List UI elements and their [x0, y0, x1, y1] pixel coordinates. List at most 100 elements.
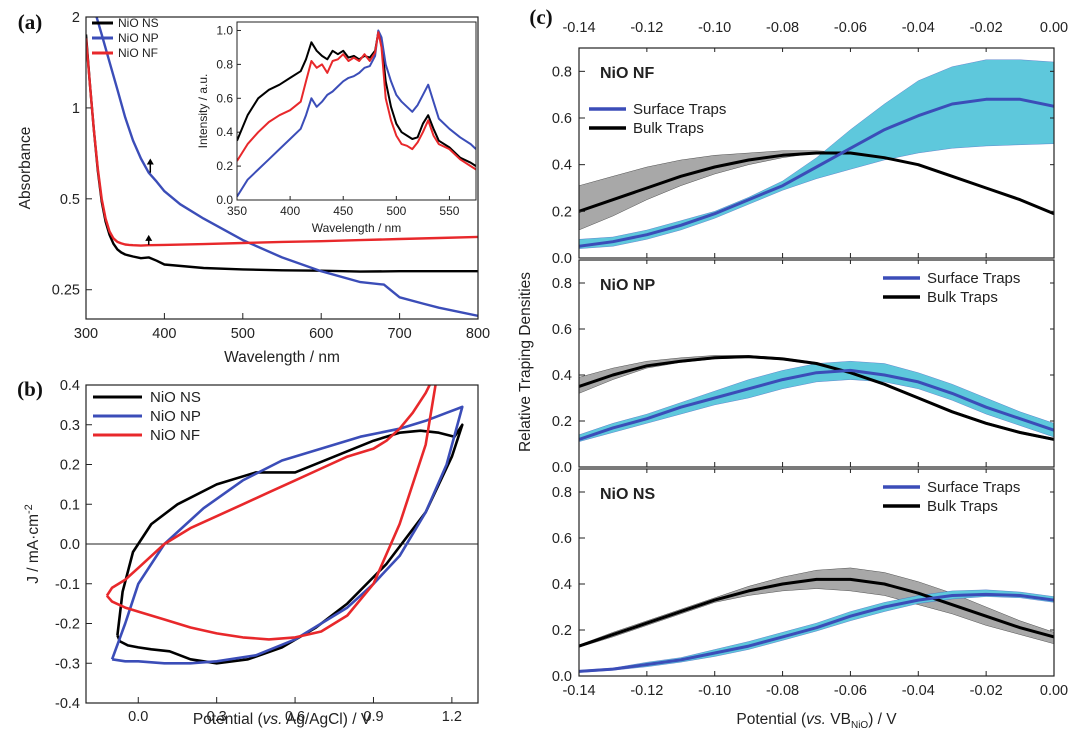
- x-tick-label: -0.08: [766, 683, 799, 699]
- y-axis-title: J / mA·cm-2: [23, 504, 42, 584]
- inset-series-line-nio-ns: [237, 31, 476, 167]
- x-tick-label-top: -0.08: [766, 20, 799, 36]
- y-tick-label: 0.8: [552, 64, 572, 80]
- y-tick-label: 0.5: [60, 192, 80, 208]
- legend-label-surface-traps: Surface Traps: [633, 101, 726, 118]
- series-group: [105, 385, 464, 665]
- series-line-nio-nf: [86, 38, 478, 247]
- series-line-bulk-traps: [579, 355, 1054, 441]
- x-axis-title-sub: NiO: [851, 720, 868, 731]
- y-tick-label: 0.8: [552, 485, 572, 501]
- x-axis-title-part: vs.: [263, 711, 283, 728]
- arrow-head: [146, 158, 154, 165]
- inset-x-tick-label: 400: [280, 204, 300, 218]
- inset-series-line-nio-nf: [237, 31, 476, 171]
- y-tick-label: 0.0: [552, 460, 572, 476]
- inset-series-line-nio-np: [237, 29, 476, 198]
- x-tick-label-top: -0.06: [834, 20, 867, 36]
- legend-label-nio-np: NiO NP: [118, 31, 159, 45]
- y-tick-label: -0.1: [55, 577, 80, 593]
- x-axis-title: Wavelength / nm: [224, 349, 340, 366]
- panel-b: (b) 0.0 0.3 0.6 0.9 1.2 -0.4 -0.3 -0.2 -0.1 0.0 0.1…: [17, 377, 479, 728]
- x-tick-label: -0.04: [902, 683, 935, 699]
- y-tick-label: -0.2: [55, 617, 80, 633]
- confidence-band-surface-traps: [579, 589, 1054, 673]
- series-line-nio-np: [95, 17, 478, 317]
- inset-y-tick-label: 0.4: [216, 125, 233, 139]
- x-axis-title-part: Ag/AgCl) / V: [282, 711, 371, 728]
- y-tick-label: 0.6: [552, 111, 572, 127]
- inset-plot: 350 400 450 500 550 0.0 0.2 0.4 0.6 0.8 1.0 Wavelen…: [196, 21, 477, 235]
- y-tick-label: 2: [72, 10, 80, 26]
- inset-x-tick-label: 450: [333, 204, 353, 218]
- y-axis-title-part: J / mA·cm: [25, 514, 42, 584]
- x-axis-title-part: ) / V: [868, 711, 897, 728]
- series-group: [579, 355, 1054, 442]
- plot-frame: [85, 384, 479, 704]
- y-tick-label: 0.2: [60, 458, 80, 474]
- subplot-nio-np: 0.0 0.2 0.4 0.6 0.8 NiO NP Surface Traps Bulk T…: [552, 259, 1055, 476]
- y-tick-label: 0.4: [552, 158, 572, 174]
- panel-a: (a) 300 400 500 600 700 800 0.25 0.5 1 2 Wavelength…: [17, 10, 490, 366]
- x-tick-label: 0.00: [1040, 683, 1068, 699]
- subplot-nio-ns: 0.0 0.2 0.4 0.6 0.8 NiO NS Surface Traps Bulk T…: [552, 468, 1055, 685]
- plot-frame: [578, 47, 1055, 259]
- x-tick-label: -0.14: [562, 683, 595, 699]
- inset-x-tick-label: 550: [439, 204, 459, 218]
- y-tick-label: 0.4: [60, 378, 80, 394]
- legend-label-surface-traps: Surface Traps: [927, 479, 1020, 496]
- series-group: [579, 567, 1054, 673]
- x-tick-label: -0.02: [970, 683, 1003, 699]
- inset-x-tick-label: 350: [227, 204, 247, 218]
- x-tick-label-top: -0.02: [970, 20, 1003, 36]
- x-axis-title-part: Potential (: [193, 711, 264, 728]
- plot-frame: [578, 468, 1055, 677]
- y-tick-label: 0.3: [60, 418, 80, 434]
- x-tick-label: -0.12: [630, 683, 663, 699]
- x-axis-title-part: VB: [826, 711, 851, 728]
- confidence-band-bulk-traps: [579, 567, 1054, 648]
- panel-label-c: (c): [529, 5, 552, 29]
- inset-y-tick-label: 0.2: [216, 159, 233, 173]
- x-tick-label: 300: [74, 326, 98, 342]
- x-tick-label: 600: [309, 326, 333, 342]
- legend-label-bulk-traps: Bulk Traps: [927, 289, 998, 306]
- y-tick-label: 0.2: [552, 623, 572, 639]
- series-group: [86, 17, 478, 317]
- y-tick-label: 0.2: [552, 414, 572, 430]
- series-line-surface-traps: [579, 592, 1054, 673]
- series-group: [579, 59, 1054, 249]
- panel-label-b: (b): [17, 377, 43, 401]
- x-tick-label-top: -0.12: [630, 20, 663, 36]
- x-tick-label-top: 0.00: [1040, 20, 1068, 36]
- plot-frame: [578, 259, 1055, 468]
- panel-label-a: (a): [18, 10, 43, 34]
- legend-label-nio-nf: NiO NF: [118, 46, 158, 60]
- y-tick-label: 0.6: [552, 531, 572, 547]
- series-line-surface-traps: [579, 368, 1054, 441]
- subplot-title: NiO NS: [600, 486, 655, 503]
- y-tick-label: 0.0: [552, 669, 572, 685]
- confidence-band-surface-traps: [579, 360, 1054, 442]
- x-tick-label: 1.2: [442, 709, 462, 725]
- series-line-nio-ns: [116, 423, 464, 665]
- x-tick-label: 400: [152, 326, 176, 342]
- x-axis-title-part: Potential (: [736, 711, 807, 728]
- series-line-bulk-traps: [579, 151, 1054, 216]
- x-tick-label: 500: [231, 326, 255, 342]
- inset-series-group: [237, 29, 476, 198]
- x-axis-title-part: vs.: [806, 711, 826, 728]
- legend-label-nio-np: NiO NP: [150, 408, 201, 425]
- y-tick-label: 0.6: [552, 322, 572, 338]
- x-tick-label: 0.3: [207, 709, 227, 725]
- y-axis-title: Absorbance: [17, 127, 34, 210]
- inset-x-axis-title: Wavelength / nm: [312, 221, 402, 235]
- series-line-nio-ns: [86, 34, 478, 273]
- x-tick-label: -0.06: [834, 683, 867, 699]
- subplot-title: NiO NF: [600, 65, 654, 82]
- x-tick-label: -0.10: [698, 683, 731, 699]
- x-tick-label: 0.9: [363, 709, 383, 725]
- plot-frame: [85, 16, 479, 320]
- legend-label-nio-ns: NiO NS: [150, 389, 201, 406]
